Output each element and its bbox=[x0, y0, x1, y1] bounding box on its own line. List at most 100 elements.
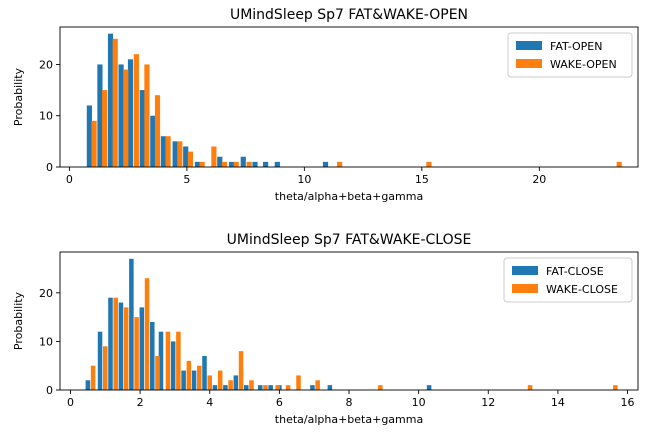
legend-swatch bbox=[512, 266, 538, 275]
bar-fat-open bbox=[172, 141, 178, 167]
bar-fat-close bbox=[158, 331, 164, 390]
bar-wake-open bbox=[426, 161, 432, 167]
bar-wake-close bbox=[134, 317, 139, 390]
bar-fat-close bbox=[244, 385, 249, 390]
bar-fat-close bbox=[108, 297, 113, 390]
bar-fat-close bbox=[129, 258, 134, 390]
bar-fat-open bbox=[274, 161, 280, 167]
bar-fat-open bbox=[107, 33, 114, 167]
bar-wake-open bbox=[133, 54, 139, 167]
bar-wake-close bbox=[238, 351, 244, 390]
bar-fat-close bbox=[97, 331, 103, 390]
bar-wake-close bbox=[296, 375, 301, 390]
bar-fat-close bbox=[202, 355, 207, 390]
bar-wake-open bbox=[91, 120, 97, 167]
legend-entry: WAKE-CLOSE bbox=[546, 283, 618, 296]
bar-wake-close bbox=[90, 365, 96, 390]
x-tick-label: 14 bbox=[551, 396, 565, 409]
bar-wake-close bbox=[285, 385, 291, 390]
bar-wake-close bbox=[103, 346, 108, 390]
y-tick-label: 0 bbox=[46, 161, 53, 174]
bar-wake-open bbox=[165, 136, 171, 167]
bar-fat-close bbox=[170, 341, 176, 390]
chart-panel-1: UMindSleep Sp7 FAT&WAKE-OPEN 0 5 10 15 20 0 10 2… bbox=[12, 7, 639, 203]
bar-wake-close bbox=[249, 380, 254, 390]
bar-wake-close bbox=[207, 375, 212, 390]
bar-wake-open bbox=[211, 146, 217, 167]
bar-fat-close bbox=[233, 375, 239, 390]
bar-wake-close bbox=[197, 365, 202, 390]
y-tick-label: 0 bbox=[46, 384, 53, 397]
chart-panel-2: UMindSleep Sp7 FAT&WAKE-CLOSE 0 2 4 6 8 10 12 14… bbox=[12, 232, 639, 426]
bar-wake-close bbox=[527, 385, 533, 390]
legend-entry: FAT-OPEN bbox=[550, 40, 602, 53]
bar-fat-open bbox=[127, 59, 134, 168]
plot-frame bbox=[59, 26, 639, 168]
x-tick-label: 10 bbox=[412, 396, 426, 409]
bar-fat-close bbox=[310, 385, 315, 390]
bar-fat-open bbox=[118, 64, 124, 167]
bar-fat-open bbox=[322, 161, 329, 167]
bar-wake-close bbox=[176, 331, 181, 390]
bar-wake-close bbox=[263, 385, 268, 390]
bar-wake-close bbox=[123, 307, 129, 390]
bar-wake-open bbox=[199, 161, 205, 167]
legend: FAT-OPEN WAKE-OPEN bbox=[507, 32, 633, 78]
bar-wake-close bbox=[275, 385, 280, 390]
bar-fat-open bbox=[160, 136, 166, 167]
bar-wake-close bbox=[378, 385, 383, 390]
y-axis-label: Probability bbox=[12, 67, 25, 126]
bar-wake-close bbox=[217, 370, 223, 390]
x-axis-label: theta/alpha+beta+gamma bbox=[275, 190, 423, 203]
x-tick-label: 12 bbox=[481, 396, 495, 409]
bar-wake-open bbox=[154, 95, 161, 167]
legend-entry: FAT-CLOSE bbox=[546, 265, 604, 278]
bar-wake-open bbox=[187, 151, 193, 167]
x-tick-label: 0 bbox=[67, 396, 74, 409]
y-axis-label: Probability bbox=[12, 291, 25, 350]
y-tick-label: 20 bbox=[39, 287, 53, 300]
legend-swatch bbox=[516, 41, 542, 50]
bar-wake-close bbox=[165, 331, 171, 390]
legend-entry: WAKE-OPEN bbox=[550, 58, 617, 71]
bar-fat-open bbox=[86, 105, 92, 167]
bar-fat-close bbox=[426, 385, 432, 390]
legend-swatch bbox=[512, 284, 538, 293]
x-axis-label: theta/alpha+beta+gamma bbox=[275, 413, 423, 426]
bar-fat-open bbox=[194, 161, 201, 167]
bar-fat-close bbox=[257, 385, 263, 390]
bar-fat-open bbox=[240, 156, 246, 167]
bar-fat-close bbox=[85, 380, 91, 390]
bar-wake-close bbox=[113, 297, 118, 390]
y-tick-label: 20 bbox=[39, 58, 53, 71]
bar-fat-close bbox=[181, 370, 186, 390]
bar-fat-open bbox=[252, 161, 258, 167]
bar-wake-close bbox=[186, 360, 192, 390]
bar-fat-open bbox=[150, 115, 156, 167]
bar-fat-close bbox=[150, 321, 155, 390]
bar-wake-close bbox=[228, 380, 233, 390]
bar-wake-close bbox=[144, 278, 150, 390]
bar-fat-close bbox=[268, 385, 273, 390]
legend-swatch bbox=[516, 59, 542, 68]
bar-fat-close bbox=[191, 370, 197, 390]
bar-fat-close bbox=[139, 307, 145, 390]
legend: FAT-CLOSE WAKE-CLOSE bbox=[503, 257, 633, 303]
bar-wake-open bbox=[337, 161, 343, 167]
bar-wake-close bbox=[155, 355, 160, 390]
bar-wake-open bbox=[102, 90, 108, 167]
bar-fat-open bbox=[97, 64, 103, 167]
chart-title: UMindSleep Sp7 FAT&WAKE-OPEN bbox=[230, 7, 468, 23]
y-tick-label: 10 bbox=[39, 335, 53, 348]
bar-fat-open bbox=[139, 90, 145, 167]
x-tick-label: 6 bbox=[276, 396, 283, 409]
bar-wake-open bbox=[616, 161, 622, 167]
bar-fat-close bbox=[212, 385, 218, 390]
bar-wake-open bbox=[177, 141, 183, 167]
bar-wake-open bbox=[112, 38, 118, 167]
bar-wake-open bbox=[123, 69, 129, 167]
bar-fat-open bbox=[217, 156, 223, 167]
x-tick-label: 10 bbox=[297, 173, 311, 186]
bar-fat-close bbox=[118, 302, 124, 390]
bar-wake-open bbox=[144, 64, 150, 167]
